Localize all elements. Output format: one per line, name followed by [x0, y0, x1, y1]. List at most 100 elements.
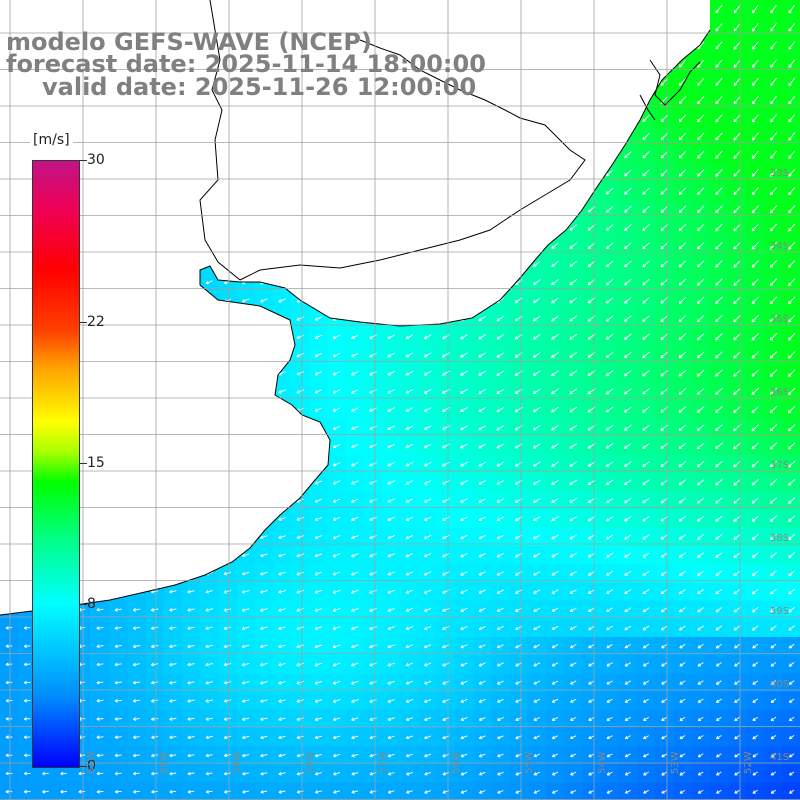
- wind-arrow: [770, 96, 777, 105]
- wind-arrow: [5, 698, 13, 703]
- wind-arrow: [278, 717, 286, 721]
- wind-arrow: [642, 589, 650, 595]
- wind-arrow: [533, 498, 541, 504]
- wind-arrow: [734, 771, 740, 776]
- wind-arrow: [642, 333, 650, 341]
- wind-arrow: [151, 717, 159, 721]
- wind-arrow: [697, 643, 704, 649]
- wind-arrow: [751, 260, 759, 268]
- wind-arrow: [770, 59, 777, 68]
- wind-arrow: [678, 150, 687, 159]
- wind-arrow: [460, 607, 468, 612]
- valid-date: valid date: 2025-11-26 12:00:00: [42, 73, 477, 101]
- wind-arrow: [752, 771, 758, 776]
- latitude-label: 41S: [770, 752, 790, 763]
- wind-arrow: [314, 316, 323, 321]
- wind-arrow: [314, 644, 323, 649]
- wind-arrow: [770, 753, 777, 758]
- wind-arrow: [606, 570, 614, 576]
- wind-arrow: [697, 96, 705, 105]
- wind-arrow: [533, 625, 541, 631]
- wind-arrow: [661, 735, 668, 740]
- colorbar-tick-mark: [79, 321, 87, 323]
- wind-arrow: [770, 4, 777, 14]
- wind-arrow: [205, 590, 213, 594]
- wind-arrow: [532, 388, 541, 395]
- wind-arrow: [570, 789, 577, 794]
- wind-arrow: [734, 643, 740, 649]
- wind-arrow: [714, 406, 723, 414]
- wind-arrow: [351, 553, 359, 558]
- wind-arrow: [497, 771, 504, 776]
- wind-arrow: [150, 644, 159, 649]
- wind-arrow: [642, 662, 650, 667]
- wind-speed-cell: [782, 782, 800, 800]
- wind-arrow: [533, 552, 541, 558]
- wind-arrow: [696, 114, 705, 123]
- wind-arrow: [605, 424, 614, 431]
- wind-arrow: [278, 389, 286, 394]
- wind-arrow: [697, 59, 705, 68]
- wind-arrow: [770, 735, 777, 740]
- wind-arrow: [751, 278, 759, 286]
- wind-arrow: [187, 753, 195, 758]
- wind-arrow: [332, 699, 341, 703]
- wind-arrow: [551, 461, 559, 467]
- wind-arrow: [660, 479, 668, 486]
- wind-arrow: [187, 735, 195, 740]
- wind-arrow: [697, 607, 705, 613]
- wind-arrow: [679, 698, 686, 703]
- wind-arrow: [332, 735, 341, 740]
- wind-arrow: [532, 297, 541, 304]
- wind-arrow: [715, 643, 722, 649]
- wind-arrow: [260, 535, 268, 540]
- wind-arrow: [187, 771, 195, 776]
- wind-arrow: [351, 352, 359, 358]
- wind-arrow: [606, 789, 613, 794]
- wind-arrow: [788, 168, 796, 178]
- wind-arrow: [660, 625, 668, 631]
- wind-arrow: [460, 790, 468, 794]
- wind-arrow: [96, 699, 104, 703]
- wind-arrow: [332, 607, 341, 612]
- wind-arrow: [296, 717, 304, 721]
- wind-arrow: [260, 771, 268, 776]
- wind-arrow: [132, 717, 140, 721]
- wind-arrow: [405, 753, 413, 758]
- wind-arrow: [696, 205, 705, 214]
- wind-arrow: [405, 717, 413, 722]
- wind-arrow: [478, 589, 486, 594]
- wind-arrow: [132, 771, 140, 776]
- wind-arrow: [460, 334, 468, 340]
- wind-arrow: [5, 680, 13, 685]
- wind-arrow: [205, 790, 213, 794]
- wind-arrow: [533, 479, 541, 485]
- wind-arrow: [460, 644, 468, 649]
- wind-arrow: [678, 315, 687, 323]
- wind-arrow: [478, 771, 486, 776]
- wind-arrow: [533, 771, 540, 776]
- wind-arrow: [223, 717, 232, 721]
- wind-arrow: [697, 534, 705, 540]
- wind-arrow: [460, 370, 468, 376]
- wind-arrow: [623, 369, 632, 377]
- wind-arrow: [788, 77, 796, 87]
- wind-arrow: [496, 516, 505, 522]
- wind-arrow: [241, 626, 250, 631]
- wind-arrow: [642, 278, 650, 286]
- wind-arrow: [714, 424, 723, 432]
- wind-arrow: [5, 789, 13, 794]
- wind-arrow: [205, 662, 213, 667]
- wind-arrow: [169, 717, 177, 721]
- wind-arrow: [205, 699, 213, 703]
- wind-arrow: [351, 535, 359, 540]
- wind-arrow: [114, 699, 122, 703]
- wind-arrow: [187, 608, 195, 612]
- wind-arrow: [551, 516, 559, 522]
- wind-arrow: [278, 553, 286, 558]
- wind-arrow: [769, 332, 778, 341]
- wind-arrow: [532, 315, 541, 322]
- wind-arrow: [769, 314, 778, 323]
- wind-arrow: [769, 405, 778, 414]
- wind-arrow: [151, 789, 158, 794]
